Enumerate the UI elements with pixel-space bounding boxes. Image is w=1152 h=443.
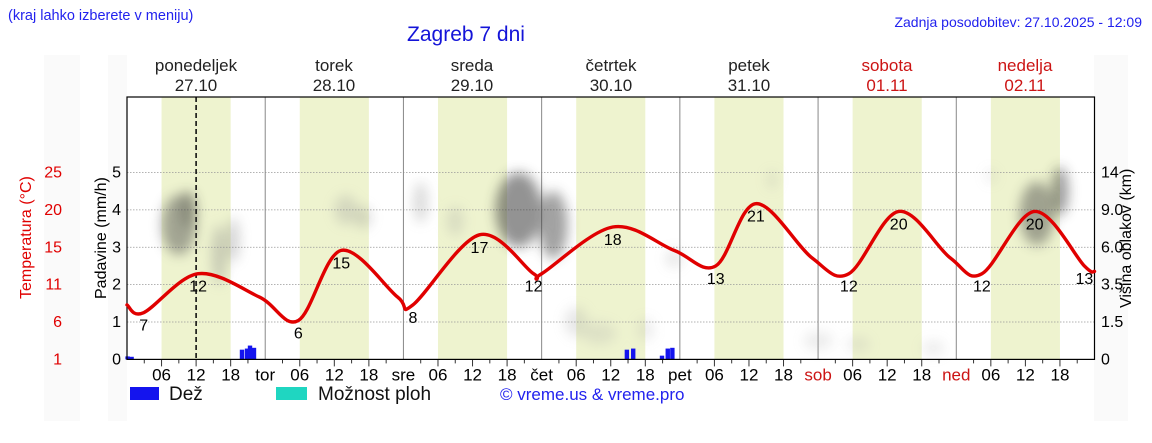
svg-text:12: 12 [325, 365, 344, 384]
svg-text:18: 18 [1050, 365, 1069, 384]
svg-text:06: 06 [843, 365, 862, 384]
svg-text:0: 0 [1101, 351, 1110, 368]
svg-text:21: 21 [747, 209, 765, 226]
svg-text:20: 20 [890, 216, 908, 233]
svg-text:18: 18 [604, 232, 622, 249]
svg-text:4: 4 [112, 202, 121, 219]
svg-text:20: 20 [1026, 216, 1044, 233]
svg-text:12: 12 [973, 279, 991, 296]
svg-text:12: 12 [601, 365, 620, 384]
svg-text:18: 18 [221, 365, 240, 384]
svg-text:tor: tor [255, 365, 275, 384]
svg-text:12: 12 [878, 365, 897, 384]
svg-text:06: 06 [429, 365, 448, 384]
svg-text:18: 18 [912, 365, 931, 384]
svg-text:1: 1 [112, 314, 121, 331]
svg-text:12: 12 [189, 279, 207, 296]
svg-text:18: 18 [636, 365, 655, 384]
svg-text:06: 06 [567, 365, 586, 384]
svg-text:1: 1 [53, 351, 62, 368]
svg-text:25: 25 [44, 165, 62, 182]
svg-text:sre: sre [392, 365, 416, 384]
svg-text:sob: sob [804, 365, 831, 384]
svg-text:0: 0 [112, 351, 121, 368]
svg-text:11: 11 [45, 277, 62, 294]
svg-text:18: 18 [498, 365, 517, 384]
svg-text:12: 12 [840, 279, 858, 296]
svg-text:13: 13 [707, 271, 725, 288]
svg-text:13: 13 [1075, 271, 1093, 288]
svg-text:06: 06 [152, 365, 171, 384]
svg-text:6: 6 [294, 325, 303, 342]
svg-text:8: 8 [408, 310, 417, 327]
svg-text:pet: pet [668, 365, 692, 384]
svg-text:06: 06 [705, 365, 724, 384]
svg-text:7: 7 [139, 318, 148, 335]
svg-text:3: 3 [112, 239, 121, 256]
svg-text:17: 17 [471, 240, 489, 257]
svg-text:20: 20 [44, 202, 62, 219]
svg-text:12: 12 [187, 365, 206, 384]
svg-text:5: 5 [112, 165, 121, 182]
svg-text:12: 12 [463, 365, 482, 384]
svg-text:18: 18 [359, 365, 378, 384]
svg-text:06: 06 [981, 365, 1000, 384]
svg-text:15: 15 [332, 255, 350, 272]
svg-text:15: 15 [44, 239, 62, 256]
svg-text:čet: čet [530, 365, 553, 384]
svg-text:12: 12 [1016, 365, 1035, 384]
svg-text:06: 06 [290, 365, 309, 384]
svg-text:12: 12 [740, 365, 759, 384]
svg-text:12: 12 [525, 279, 543, 296]
svg-text:ned: ned [942, 365, 970, 384]
svg-text:6: 6 [53, 314, 62, 331]
svg-text:18: 18 [774, 365, 793, 384]
svg-text:2: 2 [112, 277, 121, 294]
